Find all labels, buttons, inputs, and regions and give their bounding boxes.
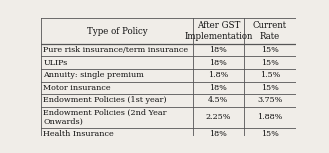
Bar — [244, 94, 296, 107]
Bar — [244, 128, 296, 140]
Text: Motor insurance: Motor insurance — [43, 84, 111, 92]
Bar — [244, 69, 296, 82]
Text: Health Insurance: Health Insurance — [43, 130, 114, 138]
Text: Pure risk insurance/term insurance: Pure risk insurance/term insurance — [43, 46, 188, 54]
Text: 18%: 18% — [209, 130, 227, 138]
Bar — [193, 69, 244, 82]
Bar — [41, 69, 193, 82]
Bar — [193, 44, 244, 56]
Bar — [41, 44, 193, 56]
Text: 18%: 18% — [209, 46, 227, 54]
Bar — [193, 107, 244, 128]
Text: 15%: 15% — [261, 46, 279, 54]
Text: 1.88%: 1.88% — [257, 113, 283, 121]
Text: 3.75%: 3.75% — [257, 96, 283, 104]
Bar — [244, 82, 296, 94]
Text: 4.5%: 4.5% — [208, 96, 229, 104]
Text: Current
Rate: Current Rate — [253, 21, 287, 41]
Bar — [41, 107, 193, 128]
Text: 15%: 15% — [261, 84, 279, 92]
Bar — [41, 82, 193, 94]
Text: Endowment Policies (1st year): Endowment Policies (1st year) — [43, 96, 167, 104]
Bar — [41, 56, 193, 69]
Text: 2.25%: 2.25% — [206, 113, 231, 121]
Text: Endowment Policies (2nd Year
Onwards): Endowment Policies (2nd Year Onwards) — [43, 109, 167, 126]
Bar — [41, 18, 193, 44]
Bar — [244, 44, 296, 56]
Bar — [244, 107, 296, 128]
Text: 18%: 18% — [209, 84, 227, 92]
Text: 1.5%: 1.5% — [260, 71, 280, 79]
Bar — [193, 18, 244, 44]
Bar — [193, 56, 244, 69]
Text: Type of Policy: Type of Policy — [87, 26, 147, 35]
Text: 15%: 15% — [261, 59, 279, 67]
Bar — [244, 56, 296, 69]
Text: 18%: 18% — [209, 59, 227, 67]
Text: 1.8%: 1.8% — [208, 71, 229, 79]
Text: After GST
Implementation: After GST Implementation — [184, 21, 253, 41]
Bar — [193, 94, 244, 107]
Bar — [193, 128, 244, 140]
Bar — [244, 18, 296, 44]
Text: ULIPs: ULIPs — [43, 59, 67, 67]
Bar — [193, 82, 244, 94]
Bar — [41, 94, 193, 107]
Bar — [41, 128, 193, 140]
Text: 15%: 15% — [261, 130, 279, 138]
Text: Annuity: single premium: Annuity: single premium — [43, 71, 144, 79]
